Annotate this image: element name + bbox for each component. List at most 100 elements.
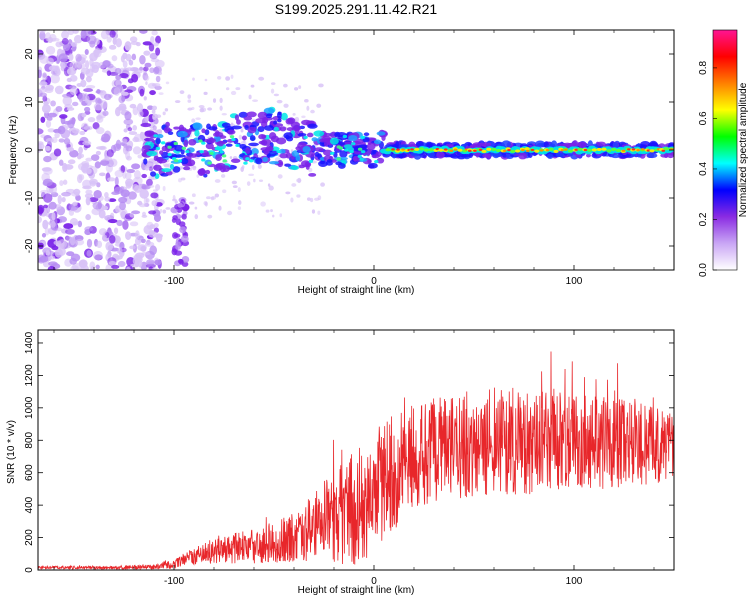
heatmap-blob bbox=[278, 148, 286, 154]
heatmap-blob bbox=[68, 209, 75, 216]
heatmap-blob bbox=[75, 53, 82, 62]
heatmap-blob bbox=[207, 161, 212, 165]
heatmap-blob bbox=[631, 148, 636, 151]
heatmap-blob bbox=[249, 159, 254, 163]
heatmap-blob bbox=[148, 210, 157, 215]
heatmap-blob bbox=[313, 130, 325, 137]
heatmap-blob bbox=[111, 55, 118, 62]
heatmap-blob bbox=[273, 126, 279, 132]
heatmap-blob bbox=[47, 36, 53, 43]
heatmap-blob bbox=[108, 260, 117, 266]
heatmap-blob bbox=[335, 161, 342, 166]
heatmap-blob bbox=[661, 149, 666, 152]
heatmap-blob bbox=[307, 123, 318, 129]
heatmap-blob bbox=[129, 245, 136, 250]
heatmap-blob bbox=[88, 197, 99, 203]
colorbar-label: Normalized spectral amplitude bbox=[738, 82, 749, 217]
heatmap-blob bbox=[250, 84, 255, 88]
heatmap-blob bbox=[41, 103, 51, 114]
heatmap-blob bbox=[225, 143, 233, 147]
heatmap-blob bbox=[229, 156, 233, 159]
heatmap-blob bbox=[105, 163, 113, 173]
snr-frame bbox=[37, 329, 675, 571]
heatmap-blob bbox=[207, 107, 213, 111]
heatmap-blob bbox=[81, 112, 87, 118]
heatmap-blobs bbox=[38, 30, 674, 270]
heatmap-blob bbox=[105, 241, 114, 252]
heatmap-blob bbox=[82, 185, 92, 190]
heatmap-blob bbox=[93, 48, 100, 58]
heatmap-blob bbox=[134, 170, 141, 180]
heatmap-blob bbox=[161, 141, 166, 145]
heatmap-blob bbox=[92, 250, 103, 261]
heatmap-blob bbox=[177, 202, 183, 208]
heatmap-blob bbox=[44, 145, 51, 152]
heatmap-blob bbox=[177, 258, 184, 264]
heatmap-blob bbox=[235, 143, 240, 148]
heatmap-blob bbox=[141, 214, 148, 218]
heatmap-blob bbox=[187, 99, 192, 103]
snr-series-line bbox=[38, 351, 674, 570]
heatmap-blob bbox=[53, 128, 62, 134]
heatmap-blob bbox=[146, 178, 153, 187]
heatmap-blob bbox=[67, 159, 76, 165]
heatmap-blob bbox=[283, 83, 288, 88]
heatmap-blob bbox=[107, 219, 118, 224]
heatmap-blob bbox=[436, 151, 445, 159]
heatmap-blob bbox=[140, 122, 152, 128]
heatmap-blob bbox=[203, 201, 208, 206]
heatmap-blob bbox=[279, 213, 283, 218]
heatmap-blob bbox=[58, 138, 65, 143]
heatmap-blob bbox=[419, 147, 425, 151]
heatmap-blob bbox=[62, 179, 68, 185]
heatmap-blob bbox=[143, 96, 147, 101]
heatmap-blob bbox=[195, 117, 201, 121]
heatmap-blob bbox=[243, 161, 248, 165]
heatmap-blob bbox=[208, 126, 218, 131]
colorbar-gradient bbox=[713, 30, 737, 270]
heatmap-blob bbox=[99, 172, 106, 177]
heatmap-blob bbox=[135, 69, 143, 74]
heatmap-blob bbox=[457, 148, 463, 152]
heatmap-blob bbox=[40, 116, 46, 123]
heatmap-blob bbox=[153, 164, 162, 171]
heatmap-blob bbox=[132, 146, 142, 155]
heatmap-blob bbox=[123, 128, 128, 133]
heatmap-blob bbox=[367, 142, 376, 150]
heatmap-blob bbox=[646, 149, 651, 152]
heatmap-blob bbox=[601, 147, 607, 151]
heatmap-blob bbox=[485, 142, 492, 147]
heatmap-blob bbox=[266, 113, 273, 119]
heatmap-blob bbox=[423, 148, 429, 152]
heatmap-blob bbox=[348, 134, 358, 142]
heatmap-blob bbox=[201, 128, 206, 134]
heatmap-blob bbox=[214, 179, 221, 183]
heatmap-blob bbox=[78, 260, 86, 265]
heatmap-blob bbox=[190, 165, 197, 169]
heatmap-blob bbox=[210, 196, 215, 201]
heatmap-blob bbox=[96, 115, 102, 120]
heatmap-blob bbox=[227, 129, 236, 135]
heatmap-blob bbox=[154, 259, 162, 266]
heatmap-blob bbox=[336, 157, 342, 161]
heatmap-blob bbox=[155, 137, 161, 145]
heatmap-blob bbox=[58, 159, 64, 166]
heatmap-blob bbox=[339, 150, 348, 158]
heatmap-blob bbox=[79, 130, 86, 136]
heatmap-blob bbox=[113, 143, 122, 152]
heatmap-blob bbox=[125, 67, 134, 72]
heatmap-blob bbox=[172, 166, 181, 173]
heatmap-blob bbox=[69, 87, 78, 96]
heatmap-blob bbox=[150, 192, 159, 199]
heatmap-blob bbox=[171, 248, 178, 256]
heatmap-blob bbox=[194, 206, 198, 210]
heatmap-blob bbox=[154, 85, 162, 91]
heatmap-blob bbox=[69, 61, 78, 70]
heatmap-blob bbox=[163, 164, 170, 168]
heatmap-blob bbox=[225, 87, 230, 91]
heatmap-blob bbox=[486, 147, 492, 151]
heatmap-blob bbox=[473, 149, 477, 152]
heatmap-blob bbox=[141, 185, 151, 190]
heatmap-blob bbox=[273, 120, 278, 125]
heatmap-blob bbox=[548, 147, 554, 151]
